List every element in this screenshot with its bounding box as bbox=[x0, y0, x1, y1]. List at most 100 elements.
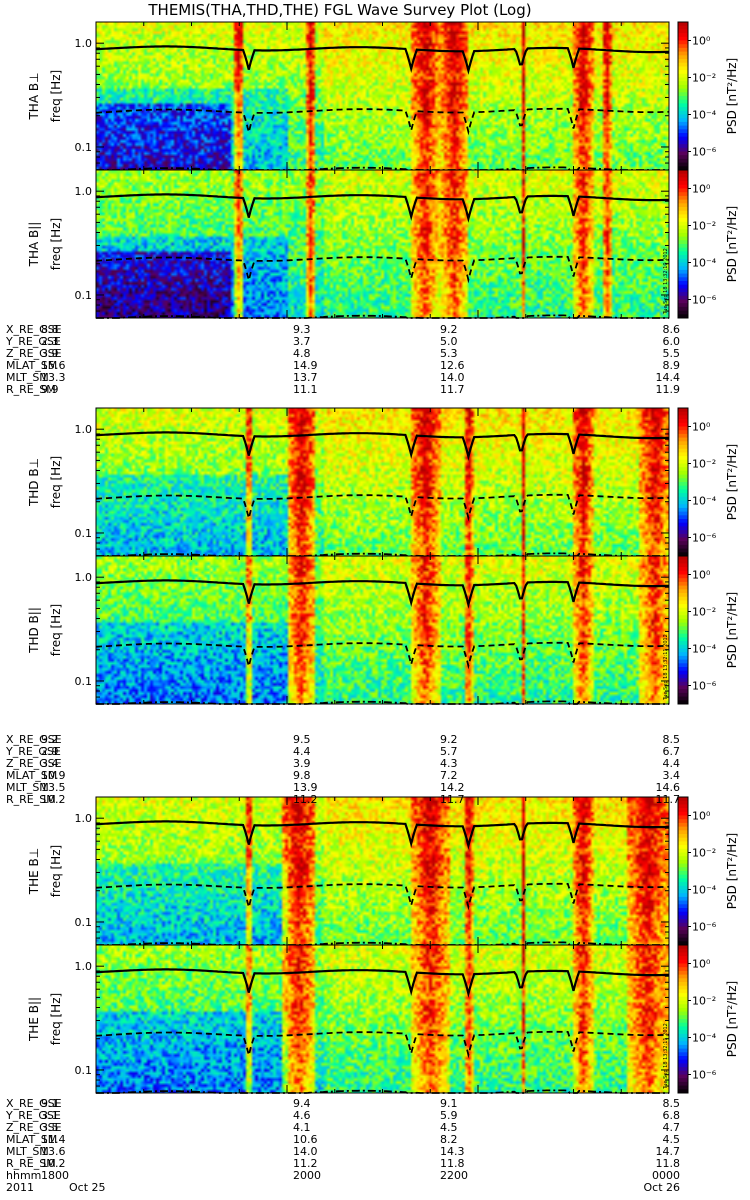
y-tick-label: 1.0 bbox=[75, 571, 93, 584]
ephemeris-value: 3.4 bbox=[41, 757, 59, 770]
colorbar-segment bbox=[678, 941, 688, 946]
colorbar-segment bbox=[678, 459, 688, 464]
colorbar-segment bbox=[678, 681, 688, 686]
ephemeris-value: 12.6 bbox=[440, 359, 465, 372]
colorbar-segment bbox=[678, 644, 688, 649]
colorbar-tick-label: 10⁻² bbox=[692, 458, 716, 471]
colorbar-segment bbox=[678, 99, 688, 104]
colorbar-segment bbox=[678, 930, 688, 935]
colorbar-segment bbox=[678, 604, 688, 609]
colorbar-segment bbox=[678, 504, 688, 509]
colorbar-tick-label: 10⁻⁴ bbox=[692, 884, 717, 897]
y-tick-label: 0.1 bbox=[75, 289, 93, 302]
ephemeris-value: 11.8 bbox=[440, 1157, 465, 1170]
freq-line-dashed bbox=[95, 255, 670, 284]
colorbar-label: PSD [nT²/Hz] bbox=[725, 592, 739, 668]
colorbar-segment bbox=[678, 485, 688, 490]
freq-line-dashed bbox=[95, 107, 670, 136]
y-tick-label: 0.1 bbox=[75, 916, 93, 929]
ephemeris-row-label: MLT_SM bbox=[6, 371, 49, 384]
freq-line-solid bbox=[95, 820, 669, 850]
colorbar-segment bbox=[678, 600, 688, 605]
colorbar-segment bbox=[678, 59, 688, 64]
ephemeris-value: 11.4 bbox=[41, 1133, 66, 1146]
ephemeris-row-label: Y_RE_GSE bbox=[5, 745, 61, 758]
y-axis-label: freq [Hz] bbox=[49, 218, 63, 270]
colorbar-segment bbox=[678, 310, 688, 315]
colorbar-segment bbox=[678, 593, 688, 598]
colorbar-segment bbox=[678, 511, 688, 516]
colorbar-tick-label: 10⁰ bbox=[692, 421, 711, 434]
colorbar-segment bbox=[678, 1067, 688, 1072]
x-date-label: Oct 25 bbox=[69, 1181, 106, 1194]
x-date-label: Oct 26 bbox=[643, 1181, 680, 1194]
colorbar-segment bbox=[678, 411, 688, 416]
colorbar-segment bbox=[678, 463, 688, 468]
ephemeris-value: 8.8 bbox=[41, 323, 59, 336]
colorbar-segment bbox=[678, 585, 688, 590]
colorbar-segment bbox=[678, 948, 688, 953]
colorbar-segment bbox=[678, 867, 688, 872]
spectrogram-panel-tha-perp: 1.0 0.1 THA B⊥ freq [Hz] 10⁰ 10⁻² 10⁻⁴ 10⁻⁶ PSD … bbox=[27, 21, 739, 171]
x-tick-label: 2000 bbox=[293, 1169, 321, 1182]
colorbar-segment bbox=[678, 830, 688, 835]
colorbar-segment bbox=[678, 281, 688, 286]
colorbar-segment bbox=[678, 114, 688, 119]
ephemeris-value: 14.4 bbox=[656, 371, 681, 384]
colorbar-segment bbox=[678, 1070, 688, 1075]
colorbar-segment bbox=[678, 819, 688, 824]
colorbar-segment bbox=[678, 800, 688, 805]
y-tick-label: 1.0 bbox=[75, 423, 93, 436]
colorbar-segment bbox=[678, 433, 688, 439]
colorbar-segment bbox=[678, 852, 688, 857]
colorbar-segment bbox=[678, 1022, 688, 1027]
ephemeris-row-label: Z_RE_GSE bbox=[6, 347, 62, 360]
colorbar-segment bbox=[678, 1074, 688, 1079]
y-axis-label: freq [Hz] bbox=[49, 604, 63, 656]
colorbar-segment bbox=[678, 856, 688, 861]
colorbar-frame bbox=[677, 169, 689, 319]
spectrogram-panel-tha-par: 1.0 0.1 THA B|| freq [Hz] 10⁰ 10⁻² 10⁻⁴ 10⁻⁶ PSD… bbox=[27, 169, 739, 319]
colorbar-segment bbox=[678, 84, 688, 90]
colorbar-segment bbox=[678, 493, 688, 498]
y-axis-label: freq [Hz] bbox=[49, 845, 63, 897]
colorbar-segment bbox=[678, 1037, 688, 1042]
colorbar-segment bbox=[678, 251, 688, 256]
colorbar-segment bbox=[678, 262, 688, 267]
ephemeris-value: 15.6 bbox=[41, 359, 66, 372]
colorbar-segment bbox=[678, 519, 688, 524]
freq-line-solid bbox=[95, 193, 669, 223]
x-tick-label: 0000 bbox=[652, 1169, 680, 1182]
y-tick-label: 0.1 bbox=[75, 1064, 93, 1077]
ephemeris-value: 4.4 bbox=[293, 745, 311, 758]
colorbar-segment bbox=[678, 685, 688, 690]
ephemeris-value: 5.9 bbox=[440, 1109, 458, 1122]
ephemeris-value: 10.9 bbox=[41, 769, 66, 782]
colorbar-segment bbox=[678, 908, 688, 913]
colorbar-segment bbox=[678, 437, 688, 442]
freq-line-solid bbox=[95, 431, 669, 461]
colorbar-segment bbox=[678, 88, 688, 93]
colorbar-segment bbox=[678, 155, 688, 160]
ephemeris-row-label: MLAT_SM bbox=[6, 769, 57, 782]
colorbar-segment bbox=[678, 1026, 688, 1031]
colorbar-tick-label: 10⁻⁶ bbox=[692, 680, 717, 693]
colorbar-segment bbox=[678, 133, 688, 138]
colorbar-segment bbox=[678, 1041, 688, 1046]
spectrogram-panel-thd-perp: 1.0 0.1 THD B⊥ freq [Hz] 10⁰ 10⁻² 10⁻⁴ 10⁻⁶ PSD … bbox=[27, 407, 739, 557]
colorbar-tick-label: 10⁻⁶ bbox=[692, 146, 717, 159]
colorbar-segment bbox=[678, 419, 688, 424]
colorbar-segment bbox=[678, 1030, 688, 1035]
colorbar-segment bbox=[678, 963, 688, 968]
colorbar-segment bbox=[678, 210, 688, 215]
colorbar: 10⁰ 10⁻² 10⁻⁴ 10⁻⁶ PSD [nT²/Hz] bbox=[677, 407, 739, 557]
colorbar-segment bbox=[678, 273, 688, 278]
colorbar-segment bbox=[678, 811, 688, 816]
colorbar-segment bbox=[678, 452, 688, 457]
colorbar-segment bbox=[678, 162, 688, 167]
colorbar-segment bbox=[678, 919, 688, 924]
colorbar-segment bbox=[678, 73, 688, 78]
colorbar-segment bbox=[678, 236, 688, 241]
colorbar-segment bbox=[678, 804, 688, 809]
